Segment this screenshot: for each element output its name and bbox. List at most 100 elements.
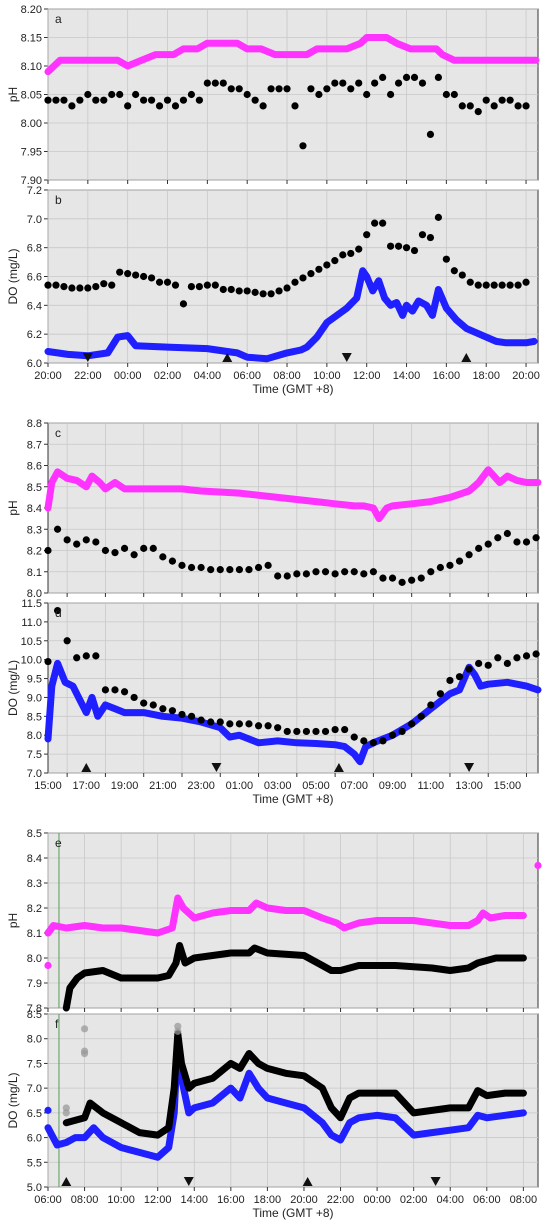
y-tick-label: 6.2: [27, 329, 42, 341]
sunrise-marker: [61, 1177, 72, 1186]
y-tick-label: 5.5: [27, 1157, 42, 1169]
data-point-discrete: [484, 540, 492, 548]
data-point-discrete: [465, 551, 473, 559]
data-point-discrete: [124, 270, 132, 278]
data-point-discrete: [355, 245, 363, 253]
data-point-discrete: [293, 727, 301, 736]
data-point-discrete: [302, 727, 310, 736]
data-point-ph: [534, 861, 542, 870]
data-point-discrete: [108, 281, 116, 289]
y-tick-label: 6.6: [27, 272, 42, 284]
data-point-discrete: [178, 561, 186, 569]
data-point-do_probe: [44, 1106, 52, 1114]
data-point-discrete: [410, 73, 419, 81]
y-tick-label: 8.6: [27, 461, 42, 473]
data-point-discrete: [360, 737, 368, 745]
data-point-discrete: [283, 284, 291, 292]
data-point-discrete: [321, 727, 330, 736]
y-tick-label: 10.0: [21, 655, 42, 667]
x-tick-label: 23:00: [187, 780, 215, 792]
data-point-discrete: [307, 85, 315, 93]
data-point-discrete: [442, 90, 450, 99]
data-point-discrete: [259, 290, 267, 298]
data-point-discrete: [291, 278, 299, 286]
data-point-discrete: [130, 551, 138, 559]
series-line-ph: [44, 466, 542, 523]
data-point-discrete: [522, 652, 531, 660]
data-point-discrete: [100, 96, 108, 104]
data-point-discrete: [283, 727, 291, 736]
data-point-discrete: [159, 553, 167, 561]
y-axis-label: pH: [6, 500, 20, 515]
data-point-discrete: [207, 718, 215, 726]
data-point-discrete: [254, 722, 263, 730]
data-point-discrete: [44, 657, 52, 666]
data-point-discrete: [132, 90, 140, 99]
data-point-discrete: [291, 102, 299, 110]
data-point-discrete: [101, 686, 110, 694]
panel-e: 7.8 7.9 8.0 8.1 8.2 8.3 8.4 8.5 e pH: [6, 828, 542, 1015]
data-point-discrete: [388, 574, 397, 582]
data-point-discrete: [227, 85, 235, 93]
data-point-discrete: [245, 720, 253, 728]
data-point-discrete: [466, 102, 474, 110]
data-point-discrete: [159, 705, 167, 713]
data-point-discrete: [482, 281, 490, 289]
data-point-discrete: [216, 718, 224, 726]
sunrise-marker: [81, 763, 92, 772]
data-point-discrete: [147, 96, 156, 104]
y-axis-label: DO (mg/L): [6, 660, 20, 716]
data-point-discrete: [274, 572, 282, 580]
data-point-discrete: [369, 739, 377, 747]
y-tick-label: 8.3: [27, 878, 42, 890]
data-point-discrete: [450, 90, 458, 99]
data-point-discrete: [394, 242, 403, 250]
data-point-discrete: [100, 280, 108, 288]
data-point-gray_pts: [62, 1104, 70, 1112]
data-point-discrete: [187, 563, 196, 572]
data-point-discrete: [458, 102, 466, 110]
data-point-discrete: [179, 300, 188, 308]
data-point-discrete: [226, 566, 234, 574]
data-point-discrete: [140, 96, 148, 104]
data-point-discrete: [398, 727, 406, 736]
data-point-discrete: [44, 96, 52, 104]
x-tick-label: 05:00: [302, 780, 330, 792]
data-point-discrete: [44, 281, 52, 289]
x-tick-label: 06:00: [233, 370, 261, 382]
data-point-discrete: [321, 568, 330, 576]
data-point-discrete: [436, 690, 444, 698]
x-tick-label: 20:00: [512, 370, 540, 382]
data-point-discrete: [92, 652, 100, 660]
data-point-discrete: [197, 563, 205, 572]
x-tick-label: 15:00: [34, 780, 62, 792]
panel-background: [47, 1013, 539, 1188]
x-tick-label: 16:00: [217, 1194, 245, 1206]
data-point-discrete: [264, 722, 272, 730]
y-tick-label: 7.5: [27, 1058, 42, 1070]
y-axis-label: DO (mg/L): [6, 248, 20, 304]
data-point-discrete: [216, 566, 224, 574]
data-point-gray_pts: [174, 1027, 182, 1035]
series-line-ph: [44, 34, 540, 76]
data-point-discrete: [347, 249, 355, 258]
data-point-discrete: [195, 96, 203, 104]
y-tick-label: 7.9: [27, 978, 42, 990]
x-tick-label: 21:00: [149, 780, 177, 792]
data-point-discrete: [171, 281, 180, 289]
data-point-discrete: [179, 96, 188, 104]
data-point-discrete: [434, 73, 443, 81]
data-point-discrete: [73, 654, 81, 662]
data-point-discrete: [187, 90, 196, 99]
x-tick-label: 04:00: [436, 1194, 464, 1206]
x-tick-label: 02:00: [154, 370, 182, 382]
data-point-discrete: [426, 130, 435, 138]
data-point-discrete: [53, 525, 62, 533]
series-line-do_probe: [44, 1035, 527, 1161]
y-axis-label: pH: [6, 87, 20, 102]
sunset-marker: [183, 1177, 194, 1186]
data-point-gray_pts: [80, 1049, 89, 1058]
data-point-discrete: [60, 282, 68, 291]
data-point-discrete: [494, 534, 502, 542]
